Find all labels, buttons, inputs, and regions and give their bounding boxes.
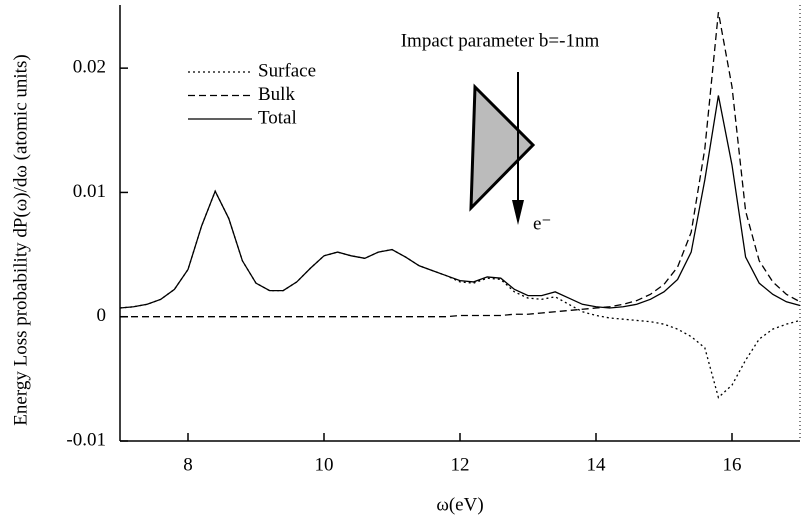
legend-label: Total [258,107,297,128]
series-line [119,189,801,399]
series-line [119,95,801,309]
x-tick-label: 8 [183,454,193,475]
y-tick-label: 0.02 [73,57,106,78]
x-tick-label: 10 [315,454,334,475]
triangle-icon [469,83,536,212]
annotation: e⁻ [533,213,551,234]
y-axis-label: Energy Loss probability dP(ω)/dω (atomic… [10,54,31,425]
series-line [120,12,801,318]
arrow-head [512,200,524,225]
annotation: Impact parameter b=-1nm [401,30,600,51]
y-tick-label: -0.01 [66,429,106,450]
legend-label: Surface [258,60,316,81]
x-tick-label: 14 [587,454,607,475]
y-tick-label: 0.01 [73,181,106,202]
x-tick-label: 16 [723,454,742,475]
y-tick-label: 0 [97,305,107,326]
legend-label: Bulk [258,84,295,105]
x-tick-label: 12 [451,454,470,475]
x-axis-label: ω(eV) [436,494,483,515]
